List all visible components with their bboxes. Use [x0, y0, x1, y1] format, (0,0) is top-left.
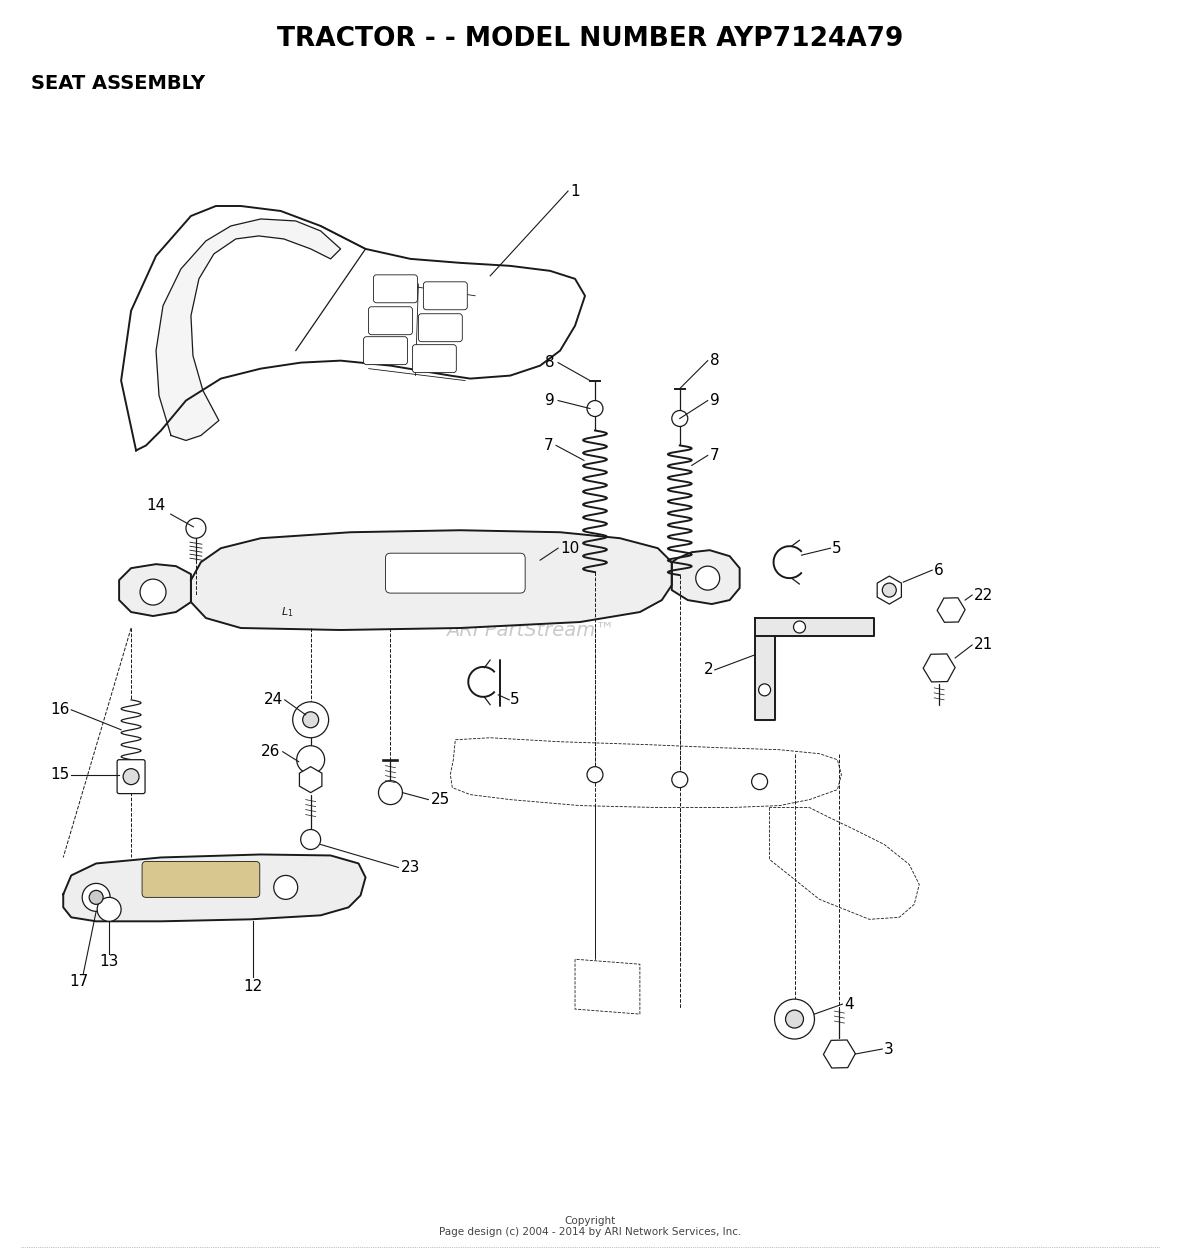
Text: 23: 23: [400, 859, 420, 874]
Text: 1: 1: [570, 184, 579, 199]
Circle shape: [303, 712, 319, 728]
Text: $L_1$: $L_1$: [281, 605, 293, 619]
Text: 8: 8: [709, 353, 720, 368]
FancyBboxPatch shape: [419, 314, 463, 341]
Text: 26: 26: [261, 745, 281, 760]
Text: 21: 21: [975, 638, 994, 653]
Text: ARI PartStream™: ARI PartStream™: [446, 620, 615, 640]
Circle shape: [586, 401, 603, 417]
Text: 5: 5: [510, 692, 520, 707]
Circle shape: [883, 583, 897, 597]
Circle shape: [123, 769, 139, 785]
FancyBboxPatch shape: [386, 553, 525, 593]
Circle shape: [379, 781, 402, 805]
Polygon shape: [156, 219, 341, 441]
Circle shape: [671, 411, 688, 426]
Circle shape: [696, 566, 720, 590]
Text: 6: 6: [935, 563, 944, 577]
Polygon shape: [64, 854, 366, 921]
Polygon shape: [671, 551, 740, 604]
Text: 17: 17: [70, 974, 88, 989]
Circle shape: [293, 702, 328, 738]
Polygon shape: [191, 530, 671, 630]
Circle shape: [759, 684, 771, 696]
Circle shape: [140, 580, 166, 605]
FancyBboxPatch shape: [363, 336, 407, 364]
Text: 25: 25: [431, 793, 450, 808]
Polygon shape: [755, 617, 874, 636]
Text: 3: 3: [884, 1042, 894, 1057]
Text: 14: 14: [146, 498, 194, 527]
Text: 7: 7: [544, 438, 553, 452]
Circle shape: [793, 621, 806, 633]
Polygon shape: [755, 636, 774, 719]
FancyBboxPatch shape: [413, 345, 457, 373]
Polygon shape: [119, 564, 191, 616]
Text: 7: 7: [709, 447, 720, 462]
FancyBboxPatch shape: [374, 275, 418, 302]
Text: 12: 12: [243, 979, 262, 994]
Text: 16: 16: [50, 702, 70, 717]
Text: TRACTOR - - MODEL NUMBER AYP7124A79: TRACTOR - - MODEL NUMBER AYP7124A79: [277, 26, 903, 53]
Circle shape: [97, 897, 122, 921]
Circle shape: [301, 829, 321, 849]
FancyBboxPatch shape: [368, 306, 413, 335]
Circle shape: [586, 766, 603, 782]
Text: Copyright
Page design (c) 2004 - 2014 by ARI Network Services, Inc.: Copyright Page design (c) 2004 - 2014 by…: [439, 1216, 741, 1237]
Text: 9: 9: [545, 393, 555, 408]
FancyBboxPatch shape: [142, 862, 260, 897]
Circle shape: [752, 774, 767, 790]
Text: 24: 24: [263, 692, 283, 707]
Circle shape: [296, 746, 325, 774]
FancyBboxPatch shape: [117, 760, 145, 794]
Circle shape: [90, 891, 103, 905]
Text: 9: 9: [709, 393, 720, 408]
Circle shape: [786, 1011, 804, 1028]
Text: 10: 10: [560, 541, 579, 556]
Text: 2: 2: [704, 663, 714, 678]
Text: SEAT ASSEMBLY: SEAT ASSEMBLY: [32, 74, 205, 93]
Text: 15: 15: [50, 767, 70, 782]
Circle shape: [671, 771, 688, 788]
Text: 13: 13: [99, 954, 119, 969]
Circle shape: [186, 518, 205, 538]
Text: 8: 8: [545, 355, 555, 370]
Text: 22: 22: [975, 587, 994, 602]
Circle shape: [274, 876, 297, 900]
Text: 5: 5: [832, 541, 841, 556]
Polygon shape: [122, 205, 585, 450]
Text: 4: 4: [845, 997, 854, 1012]
FancyBboxPatch shape: [424, 282, 467, 310]
Circle shape: [774, 999, 814, 1040]
Circle shape: [83, 883, 110, 911]
